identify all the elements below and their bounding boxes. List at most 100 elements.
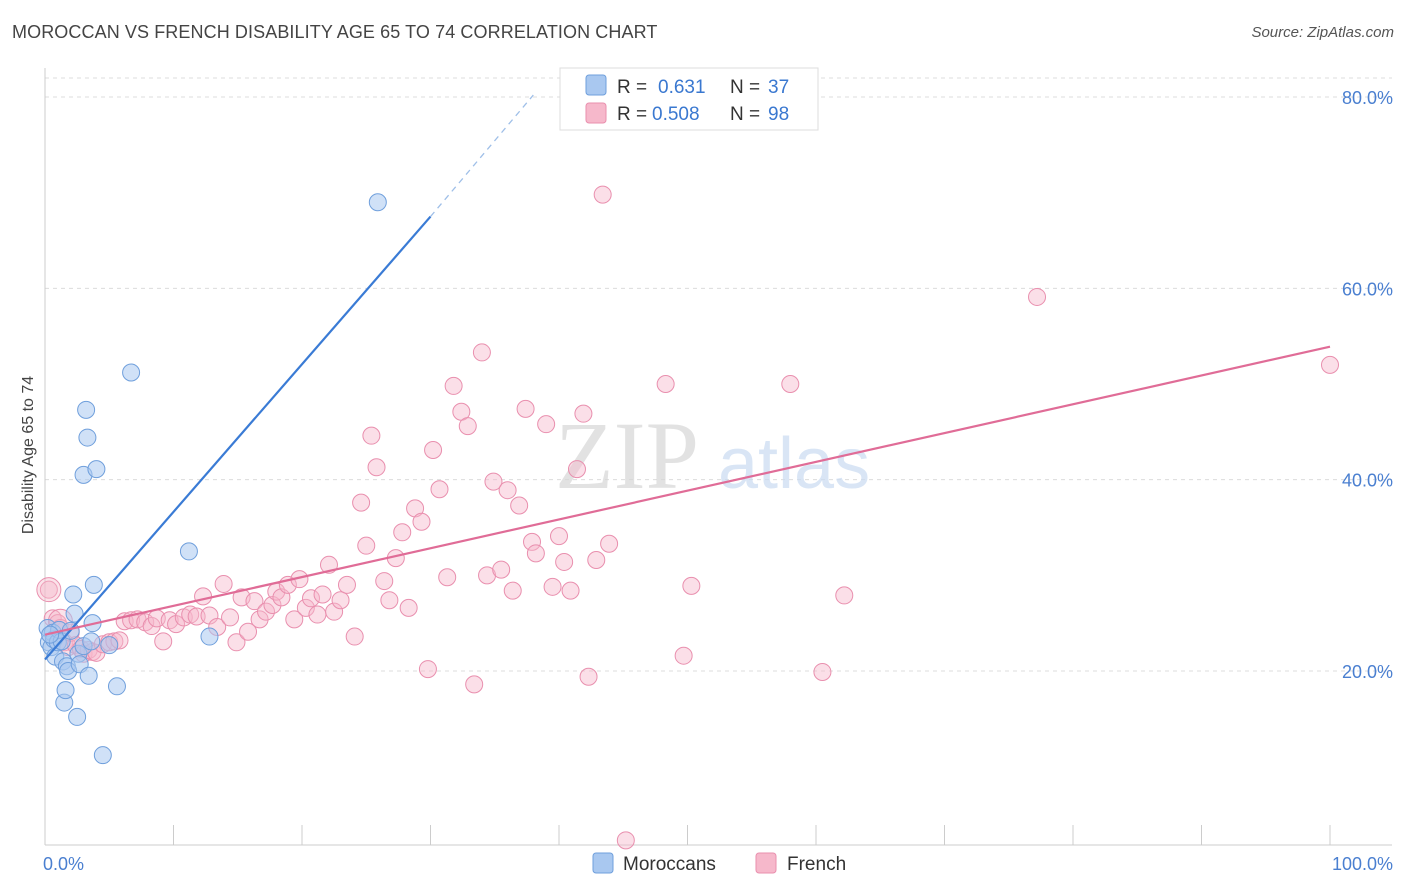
french-point bbox=[516, 399, 535, 418]
french-point bbox=[781, 375, 800, 393]
moroccan-point bbox=[64, 585, 83, 604]
moroccan-point bbox=[41, 625, 60, 644]
french-point bbox=[331, 591, 350, 610]
french-point bbox=[239, 622, 258, 641]
legend-swatch-moroccans bbox=[585, 74, 607, 96]
legend-n-label-french: N = bbox=[730, 104, 760, 125]
moroccan-point bbox=[107, 677, 126, 696]
french-point bbox=[357, 536, 376, 555]
french-point bbox=[492, 560, 511, 579]
moroccan-point bbox=[100, 636, 119, 655]
french-point bbox=[399, 598, 418, 617]
moroccan-points bbox=[38, 193, 387, 765]
french-point bbox=[214, 574, 233, 593]
moroccan-point bbox=[87, 460, 106, 479]
french-point bbox=[616, 831, 635, 850]
legend-r-value-french: 0.508 bbox=[652, 104, 700, 125]
french-point bbox=[245, 592, 264, 611]
french-point bbox=[301, 589, 320, 608]
chart-title: MOROCCAN VS FRENCH DISABILITY AGE 65 TO … bbox=[12, 22, 658, 42]
french-point bbox=[472, 343, 491, 362]
legend-r-value-moroccans: 0.631 bbox=[658, 77, 706, 98]
french-point bbox=[503, 581, 522, 600]
tick-labels: 20.0% 40.0% 60.0% 80.0% 0.0% 100.0% bbox=[43, 88, 1393, 874]
trend-lines bbox=[44, 94, 1331, 661]
moroccan-point bbox=[82, 632, 101, 651]
french-point bbox=[227, 633, 246, 652]
moroccan-point bbox=[79, 666, 98, 685]
french-point bbox=[194, 587, 213, 606]
bottom-legend-moroccans: Moroccans bbox=[623, 854, 716, 875]
y-tick-label: 80.0% bbox=[1342, 88, 1393, 108]
french-point bbox=[430, 480, 449, 499]
french-point bbox=[187, 607, 206, 626]
moroccan-point bbox=[84, 575, 103, 594]
axis-layer bbox=[44, 68, 1392, 846]
french-point bbox=[1028, 287, 1047, 306]
french-point bbox=[498, 481, 517, 500]
moroccan-point bbox=[200, 627, 219, 646]
legend-r-label-moroccans: R = bbox=[617, 77, 647, 98]
top-legend: R = 0.631 N = 37 R = 0.508 N = 98 bbox=[559, 67, 819, 131]
french-point bbox=[682, 576, 701, 595]
french-trend-line bbox=[44, 345, 1331, 636]
french-point bbox=[484, 472, 503, 491]
y-tick-label: 20.0% bbox=[1342, 662, 1393, 682]
source-label: Source: ZipAtlas.com bbox=[1251, 24, 1394, 41]
x-tick-label-end: 100.0% bbox=[1332, 854, 1393, 874]
french-point bbox=[393, 523, 412, 542]
french-point bbox=[510, 496, 529, 515]
french-point bbox=[367, 458, 386, 477]
french-point bbox=[523, 532, 542, 551]
french-point bbox=[36, 577, 62, 603]
french-point bbox=[561, 581, 580, 600]
bottom-legend-french: French bbox=[787, 854, 846, 875]
legend-n-label-moroccans: N = bbox=[730, 77, 760, 98]
y-axis-label: Disability Age 65 to 74 bbox=[20, 376, 37, 534]
french-point bbox=[39, 580, 58, 599]
french-point bbox=[1321, 355, 1339, 374]
bottom-legend-swatch-french bbox=[755, 852, 777, 874]
y-tick-label: 60.0% bbox=[1342, 279, 1393, 299]
french-point bbox=[593, 185, 612, 204]
french-point bbox=[813, 662, 832, 681]
bottom-legend: Moroccans French bbox=[592, 852, 846, 875]
french-point bbox=[263, 595, 282, 614]
french-point bbox=[337, 575, 356, 594]
french-point bbox=[285, 610, 304, 629]
french-point bbox=[380, 591, 399, 610]
french-point bbox=[587, 551, 606, 570]
french-point bbox=[308, 605, 327, 624]
french-point bbox=[656, 375, 675, 393]
french-point bbox=[444, 376, 463, 395]
french-point bbox=[167, 615, 186, 634]
moroccan-trend-line bbox=[44, 215, 432, 661]
french-points bbox=[36, 185, 1339, 850]
moroccan-point bbox=[93, 746, 112, 765]
watermark-atlas: atlas bbox=[718, 424, 870, 504]
french-point bbox=[313, 585, 332, 604]
x-tick-label-start: 0.0% bbox=[43, 854, 84, 874]
moroccan-point bbox=[68, 707, 87, 726]
moroccan-point bbox=[78, 428, 97, 447]
french-point bbox=[579, 667, 598, 686]
y-tick-label: 40.0% bbox=[1342, 471, 1393, 491]
french-point bbox=[257, 602, 276, 621]
moroccan-point bbox=[56, 681, 75, 700]
legend-swatch-french bbox=[585, 102, 607, 124]
french-point bbox=[537, 415, 556, 434]
french-point bbox=[526, 544, 545, 563]
french-point bbox=[181, 605, 200, 624]
french-point bbox=[221, 608, 240, 627]
french-point bbox=[325, 602, 344, 621]
grid-layer bbox=[45, 77, 1392, 672]
french-point bbox=[345, 627, 364, 646]
french-point bbox=[424, 441, 443, 460]
french-point bbox=[600, 534, 619, 553]
french-point bbox=[352, 493, 371, 512]
legend-n-value-moroccans: 37 bbox=[768, 77, 789, 98]
french-point bbox=[555, 552, 574, 571]
legend-n-value-french: 98 bbox=[768, 104, 789, 125]
french-point bbox=[550, 527, 568, 546]
